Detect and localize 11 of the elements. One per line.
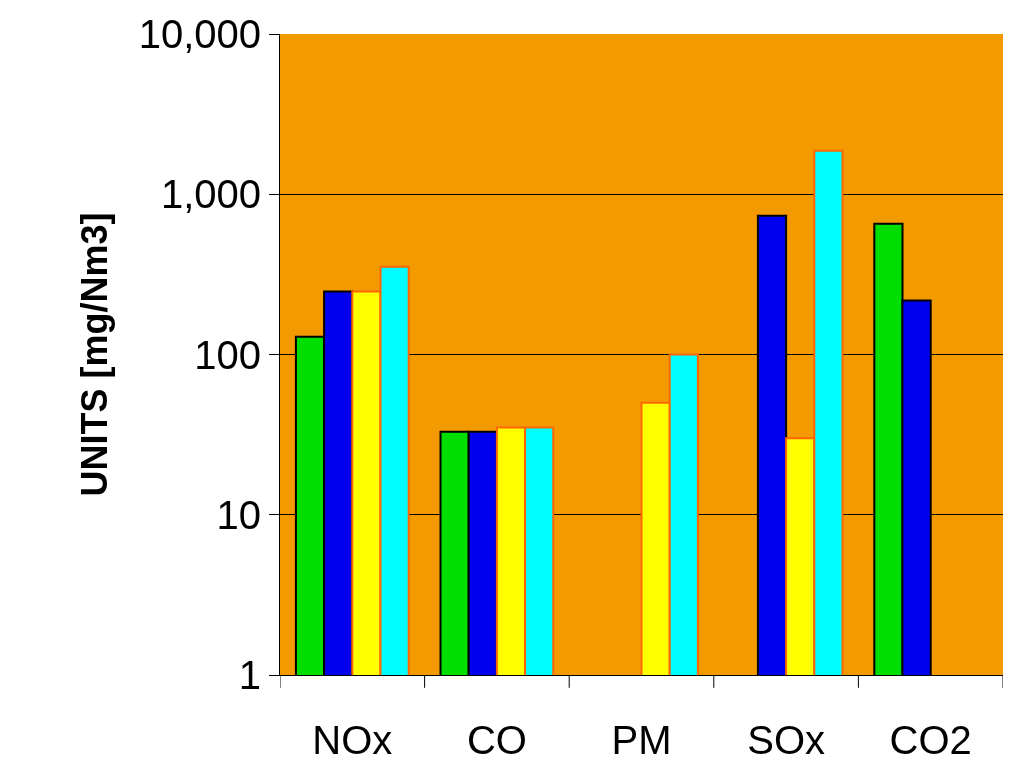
y-tick-label: 100 [194,332,261,377]
y-tick-label: 1 [238,653,261,697]
y-tick-label: 1,000 [160,172,261,217]
y-tick-label: 10,000 [138,12,261,56]
x-tick-label: CO2 [889,718,972,762]
x-tick-label: SOx [747,718,825,762]
y-tick-label: 10 [216,492,261,537]
x-tick-label: CO [466,718,527,762]
x-tick-label: PM [611,718,672,762]
y-axis-title: UNITS [mg/Nm3] [73,212,115,497]
x-tick-label: NOx [312,718,393,762]
